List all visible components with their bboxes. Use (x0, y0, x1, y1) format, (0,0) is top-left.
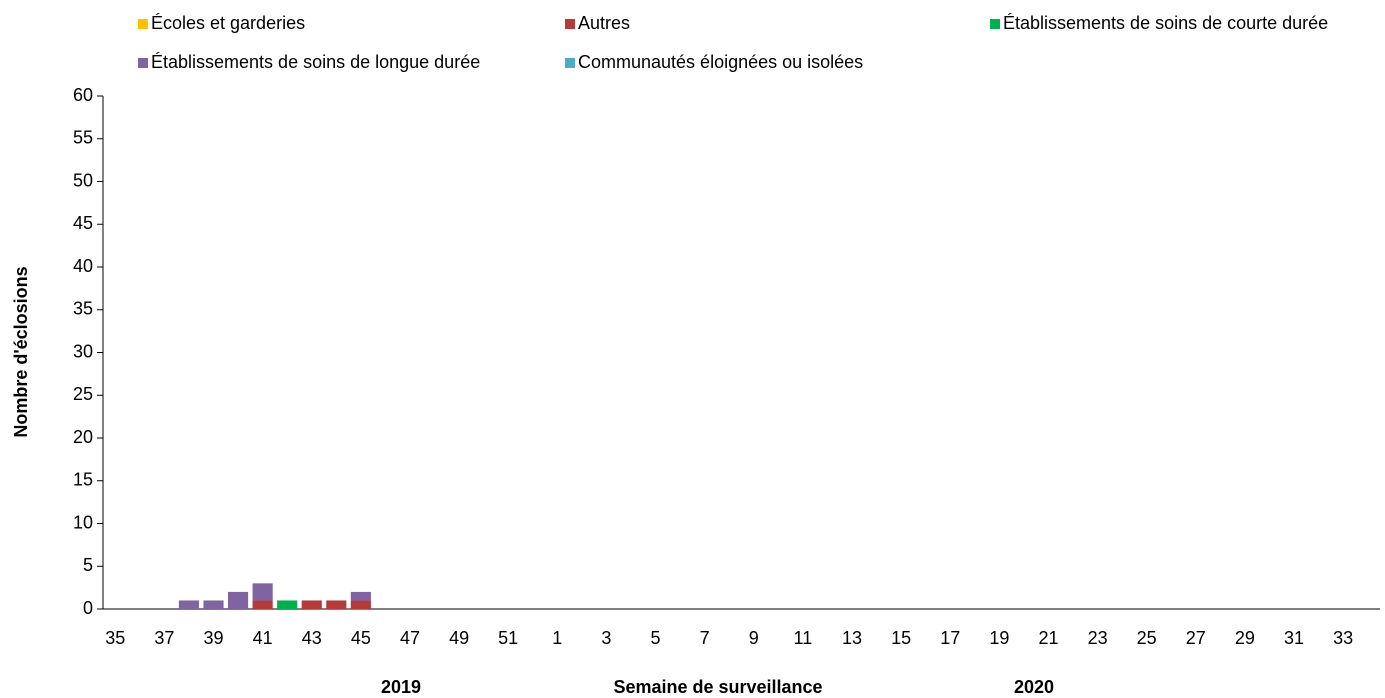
y-tick-label: 15 (73, 470, 93, 490)
bar (203, 600, 224, 609)
x-tick-label: 37 (154, 628, 174, 648)
y-tick-label: 35 (73, 299, 93, 319)
x-tick-label: 25 (1137, 628, 1157, 648)
legend-label: Écoles et garderies (151, 13, 305, 33)
bar (252, 600, 273, 609)
x-tick-label: 9 (749, 628, 759, 648)
x-tick-label: 11 (794, 628, 813, 648)
year-label: 2019 (381, 677, 421, 697)
x-tick-label: 45 (351, 628, 371, 648)
legend-label: Autres (578, 13, 630, 33)
bar (277, 600, 298, 609)
x-tick-label: 5 (651, 628, 661, 648)
x-axis-title: Semaine de surveillance (613, 677, 822, 697)
bar (301, 600, 322, 609)
x-tick-label: 43 (302, 628, 322, 648)
y-tick-label: 45 (73, 213, 93, 233)
y-tick-label: 0 (83, 598, 93, 618)
x-tick-label: 23 (1088, 628, 1108, 648)
x-tick-label: 29 (1235, 628, 1255, 648)
x-tick-label: 13 (842, 628, 862, 648)
x-tick-label: 7 (700, 628, 710, 648)
x-tick-label: 39 (203, 628, 223, 648)
bar (227, 591, 249, 609)
legend-swatch (565, 19, 575, 29)
y-tick-label: 30 (73, 341, 93, 361)
x-tick-label: 49 (449, 628, 469, 648)
legend-label: Communautés éloignées ou isolées (578, 52, 863, 72)
bar (326, 600, 347, 609)
year-label: 2020 (1014, 677, 1054, 697)
y-tick-label: 55 (73, 128, 93, 148)
legend-label: Établissements de soins de courte durée (1003, 13, 1328, 33)
legend-swatch (138, 19, 148, 29)
bar (350, 591, 371, 601)
x-tick-label: 15 (891, 628, 911, 648)
y-tick-label: 40 (73, 256, 93, 276)
x-tick-label: 3 (601, 628, 611, 648)
legend-swatch (565, 58, 575, 68)
x-tick-label: 31 (1284, 628, 1304, 648)
legend-label: Établissements de soins de longue durée (151, 52, 480, 72)
x-tick-label: 19 (989, 628, 1009, 648)
x-tick-label: 47 (400, 628, 420, 648)
x-tick-label: 1 (552, 628, 562, 648)
legend-swatch (990, 19, 1000, 29)
y-tick-label: 60 (73, 85, 93, 105)
y-tick-label: 50 (73, 170, 93, 190)
legend-swatch (138, 58, 148, 68)
x-tick-label: 17 (940, 628, 960, 648)
x-tick-label: 51 (498, 628, 518, 648)
y-tick-label: 25 (73, 384, 93, 404)
y-tick-label: 20 (73, 427, 93, 447)
bar (252, 583, 273, 601)
y-axis-title: Nombre d'éclosions (11, 266, 31, 437)
y-tick-label: 5 (83, 555, 93, 575)
x-tick-label: 35 (105, 628, 125, 648)
y-tick-label: 10 (73, 512, 93, 532)
x-tick-label: 41 (253, 628, 273, 648)
x-tick-label: 21 (1038, 628, 1058, 648)
bar (178, 600, 200, 609)
bar (350, 600, 371, 609)
x-tick-label: 27 (1186, 628, 1206, 648)
x-tick-label: 33 (1333, 628, 1353, 648)
